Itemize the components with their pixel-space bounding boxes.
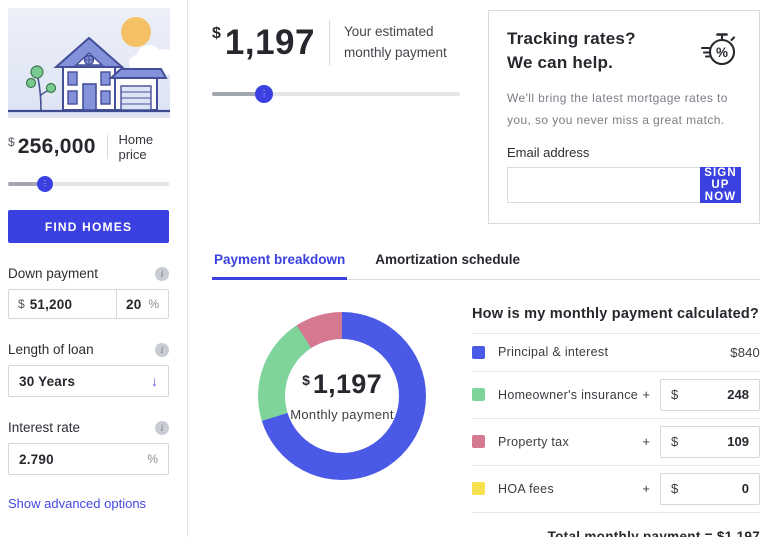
estimated-payment-block: $ 1,197 Your estimated monthly payment [212,20,460,103]
row-label: HOA fees [498,481,554,496]
sign-up-now-button[interactable]: SIGN UP NOW [700,166,741,203]
chevron-down-icon: ↓ [151,373,158,389]
row-label: Homeowner's insurance [498,387,638,402]
interest-rate-value: 2.790 [19,451,54,467]
down-payment-label: Down payment [8,266,99,281]
interest-rate-label: Interest rate [8,420,81,435]
slider-fill [8,182,46,186]
info-icon[interactable]: i [155,342,169,357]
show-advanced-options-link[interactable]: Show advanced options [8,496,147,511]
loan-length-label: Length of loan [8,342,94,357]
down-payment-amount-input[interactable]: $ 51,200 [9,290,116,318]
estimate-caption: Your estimated monthly payment [344,24,447,60]
divider [106,135,108,159]
donut-caption: Monthly payment [290,407,394,423]
svg-text:%: % [716,45,728,60]
tracking-card-title: Tracking rates? We can help. [507,29,636,72]
interest-rate-field: Interest rate i 2.790 % [8,420,169,475]
home-price-value: 256,000 [17,135,96,158]
email-input[interactable] [507,166,700,203]
sun-icon [121,17,151,47]
loan-length-select[interactable]: 30 Years ↓ [8,365,169,397]
home-price-slider[interactable] [8,176,169,192]
interest-rate-input[interactable]: 2.790 % [8,443,169,475]
slider-handle[interactable] [37,176,54,192]
row-label: Principal & interest [498,345,609,360]
tracking-card-body: We'll bring the latest mortgage rates to… [507,90,728,127]
row-value: $840 [730,344,760,360]
down-payment-amount: 51,200 [29,296,73,312]
donut-currency: $ [302,372,310,389]
payment-tabs: Payment breakdown Amortization schedule [212,248,760,280]
plus-sign: + [642,387,650,403]
calculator-sidebar: $ 256,000 Home price FIND HOMES Down pay… [0,0,188,537]
payment-breakdown-table: How is my monthly payment calculated? Pr… [472,306,760,537]
currency-sign: $ [18,297,25,311]
total-monthly-payment: Total monthly payment = $1,197 [547,528,760,537]
breakdown-row-principal: Principal & interest $840 [472,332,760,371]
payment-slider[interactable] [212,85,460,103]
house-graphic [53,36,168,111]
down-payment-field: Down payment i $ 51,200 20 % [8,266,169,319]
donut-center-label: $ 1,197 Monthly payment [258,312,426,480]
breakdown-title: How is my monthly payment calculated? [472,305,759,322]
row-label: Property tax [498,434,569,449]
down-payment-percent: 20 [126,296,142,312]
home-price-currency: $ [8,135,15,149]
slider-track[interactable] [8,182,169,186]
plus-sign: + [642,481,650,497]
loan-length-field: Length of loan i 30 Years ↓ [8,342,169,397]
down-payment-percent-input[interactable]: 20 % [116,290,168,318]
info-icon[interactable]: i [155,266,169,281]
insurance-value-input[interactable]: $ 248 [660,378,760,411]
breakdown-row-insurance: Homeowner's insurance + $ 248 [472,370,760,418]
home-price-display: $ 256,000 Home price [8,132,169,162]
plus-sign: + [642,434,650,450]
percent-sign: % [148,297,159,311]
breakdown-row-hoa: HOA fees + $ 0 [472,464,760,512]
percent-sign: % [147,452,158,466]
tab-payment-breakdown[interactable]: Payment breakdown [212,248,348,280]
main-content: $ 1,197 Your estimated monthly payment [188,0,768,537]
house-illustration [8,8,170,118]
info-icon[interactable]: i [155,420,169,435]
slider-handle[interactable] [255,85,274,103]
loan-length-value: 30 Years [19,373,76,389]
tab-amortization-schedule[interactable]: Amortization schedule [375,251,521,267]
legend-swatch-green [472,388,485,402]
donut-amount: 1,197 [312,369,382,400]
estimate-amount: 1,197 [224,23,315,62]
legend-swatch-yellow [472,482,485,496]
donut-chart [258,311,426,480]
estimate-currency: $ [212,25,221,42]
payment-donut-block: $ 1,197 Monthly payment [258,311,426,480]
tracking-rates-card: Tracking rates? We can help. [488,10,760,224]
home-price-label: Home price [118,132,154,162]
slider-fill [212,92,265,96]
property-tax-value-input[interactable]: $ 109 [660,425,760,458]
stopwatch-percent-icon: % [700,33,736,66]
find-homes-button[interactable]: FIND HOMES [8,210,169,243]
legend-swatch-blue [472,345,485,359]
hoa-value-input[interactable]: $ 0 [660,472,760,505]
down-payment-input-group[interactable]: $ 51,200 20 % [8,289,169,319]
tree-icon [25,65,57,111]
slider-track[interactable] [212,92,460,96]
divider [329,20,330,66]
legend-swatch-pink [472,435,485,449]
breakdown-row-property-tax: Property tax + $ 109 [472,417,760,465]
email-address-label: Email address [507,144,590,160]
